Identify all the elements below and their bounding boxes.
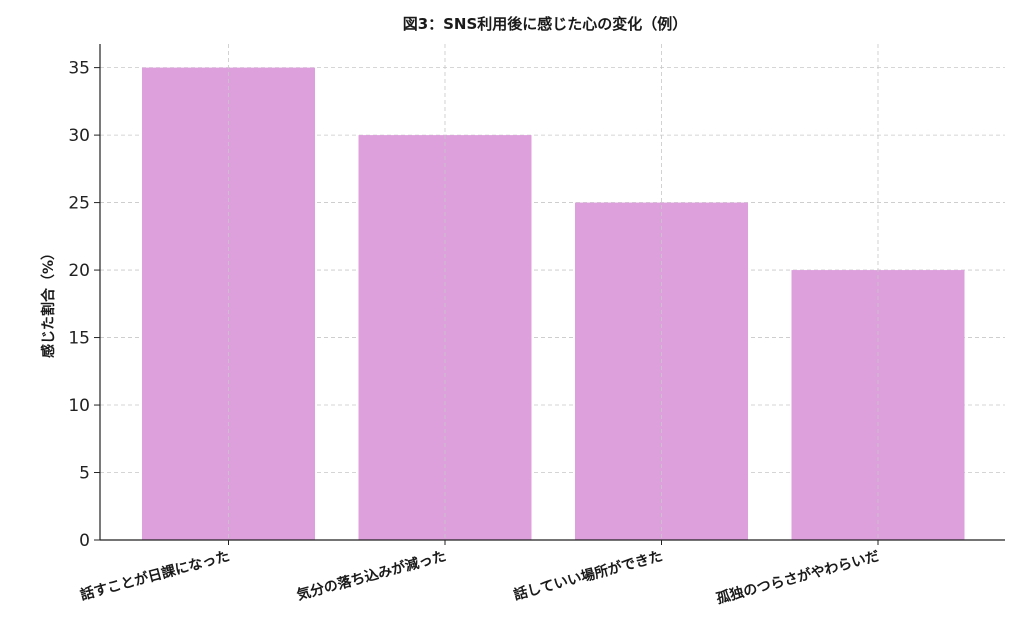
y-tick-label: 5 <box>79 464 90 484</box>
y-tick-label: 25 <box>68 194 90 214</box>
y-tick-label: 15 <box>68 329 90 349</box>
y-ticks: 0 5 10 15 20 25 30 35 <box>68 59 100 551</box>
x-tick-label: 孤独のつらさがやわらいだ <box>714 547 881 607</box>
y-tick-label: 0 <box>79 531 90 551</box>
x-ticks: 話すことが日課になった 気分の落ち込みが減った 話していい場所ができた 孤独のつらさが… <box>78 540 881 607</box>
y-tick-label: 20 <box>68 261 90 281</box>
bars-layer <box>142 67 965 541</box>
x-tick-label: 話していい場所ができた <box>512 547 665 603</box>
y-tick-label: 30 <box>68 126 90 146</box>
bar-3 <box>575 202 748 541</box>
grid-overlay <box>228 44 879 540</box>
x-tick-label: 気分の落ち込みが減った <box>295 547 448 603</box>
y-tick-label: 10 <box>68 396 90 416</box>
axes-layer <box>99 44 1005 541</box>
y-tick-label: 35 <box>68 59 90 79</box>
y-axis-label: 感じた割合（%） <box>40 246 57 358</box>
chart-title: 図3：SNS利用後に感じた心の変化（例） <box>403 15 688 33</box>
x-tick-label: 話すことが日課になった <box>78 547 231 603</box>
